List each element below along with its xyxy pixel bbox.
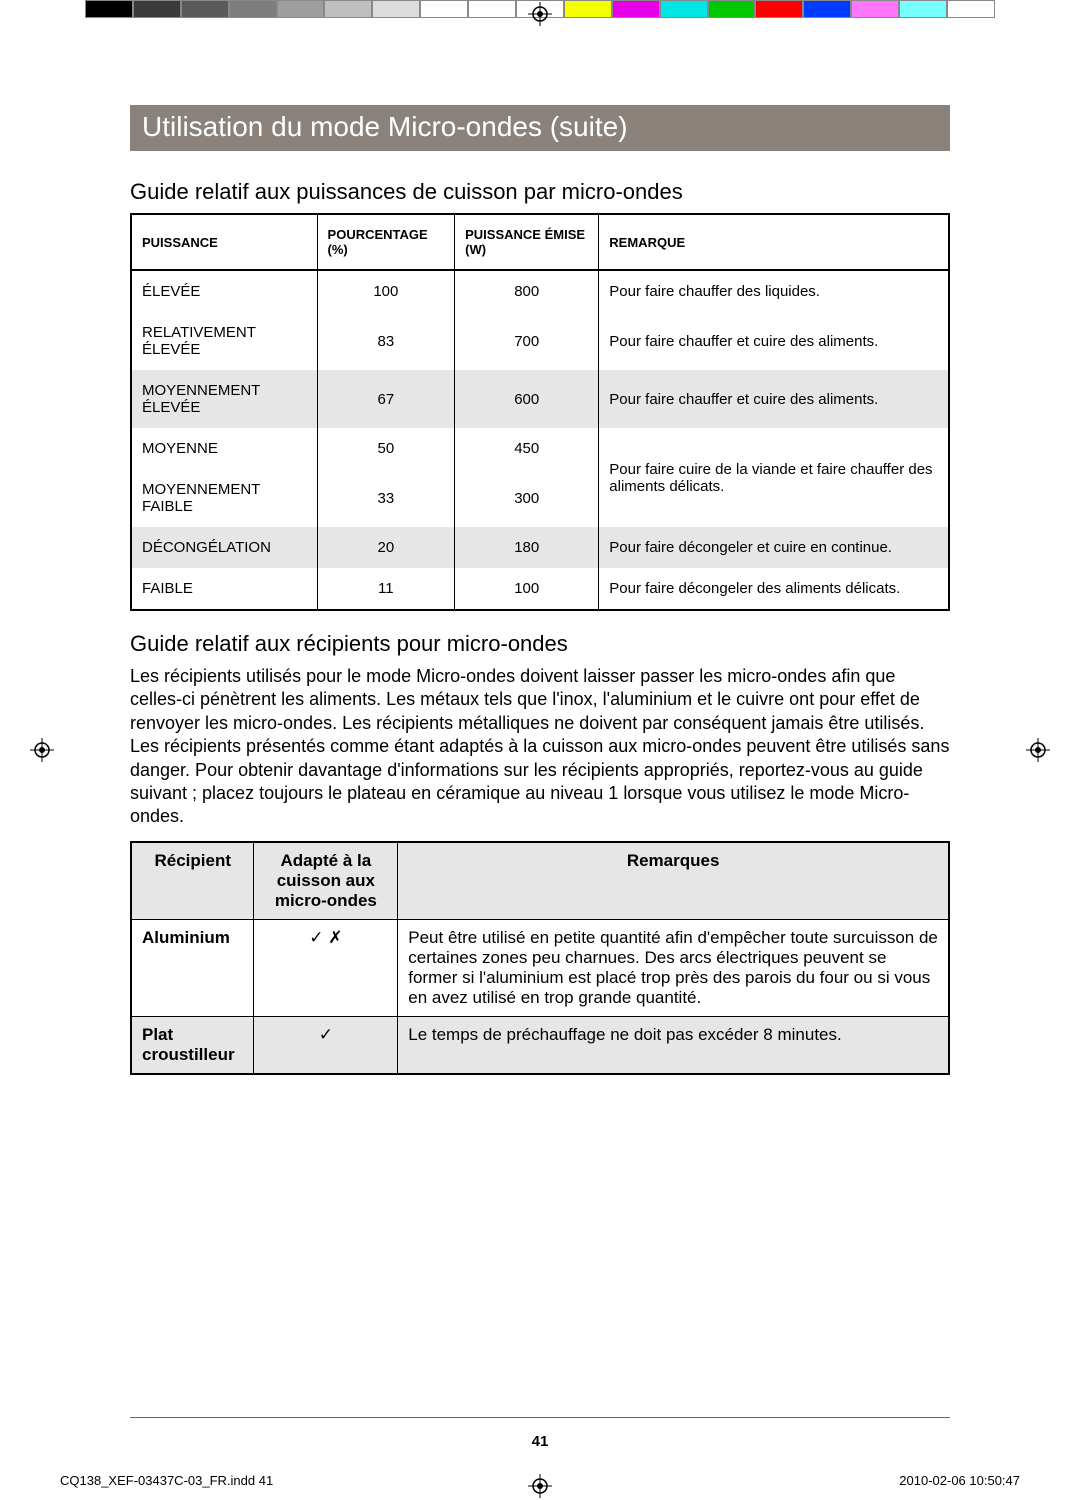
table-header: POURCENTAGE (%) xyxy=(317,214,455,270)
power-levels-table: PUISSANCEPOURCENTAGE (%)PUISSANCE ÉMISE … xyxy=(130,213,950,611)
table-row: RELATIVEMENT ÉLEVÉE83700Pour faire chauf… xyxy=(131,312,949,370)
table-header: Adapté à la cuisson aux micro-ondes xyxy=(254,842,398,920)
table-row: FAIBLE11100Pour faire décongeler des ali… xyxy=(131,568,949,610)
registration-mark-icon xyxy=(528,1474,552,1498)
table-row: Plat croustilleur✓Le temps de préchauffa… xyxy=(131,1016,949,1074)
table-row: MOYENNEMENT ÉLEVÉE67600Pour faire chauff… xyxy=(131,370,949,428)
table-header: Récipient xyxy=(131,842,254,920)
footer-filename: CQ138_XEF-03437C-03_FR.indd 41 xyxy=(60,1473,273,1488)
table-header: REMARQUE xyxy=(599,214,949,270)
table-header: PUISSANCE xyxy=(131,214,317,270)
table-row: ÉLEVÉE100800Pour faire chauffer des liqu… xyxy=(131,270,949,312)
cookware-table: RécipientAdapté à la cuisson aux micro-o… xyxy=(130,841,950,1075)
table-row: DÉCONGÉLATION20180Pour faire décongeler … xyxy=(131,527,949,568)
table-header: PUISSANCE ÉMISE (W) xyxy=(455,214,599,270)
footer-rule xyxy=(130,1417,950,1418)
page-number: 41 xyxy=(0,1433,1080,1450)
page-title: Utilisation du mode Micro-ondes (suite) xyxy=(130,105,950,151)
section-heading: Guide relatif aux récipients pour micro-… xyxy=(130,631,950,657)
section-heading: Guide relatif aux puissances de cuisson … xyxy=(130,179,950,205)
registration-mark-icon xyxy=(528,2,552,26)
table-row: MOYENNE50450Pour faire cuire de la viand… xyxy=(131,428,949,469)
table-header: Remarques xyxy=(398,842,949,920)
table-row: Aluminium✓ ✗Peut être utilisé en petite … xyxy=(131,919,949,1016)
registration-mark-icon xyxy=(30,738,54,762)
footer-timestamp: 2010-02-06 10:50:47 xyxy=(899,1473,1020,1488)
body-paragraph: Les récipients utilisés pour le mode Mic… xyxy=(130,665,950,829)
registration-mark-icon xyxy=(1026,738,1050,762)
